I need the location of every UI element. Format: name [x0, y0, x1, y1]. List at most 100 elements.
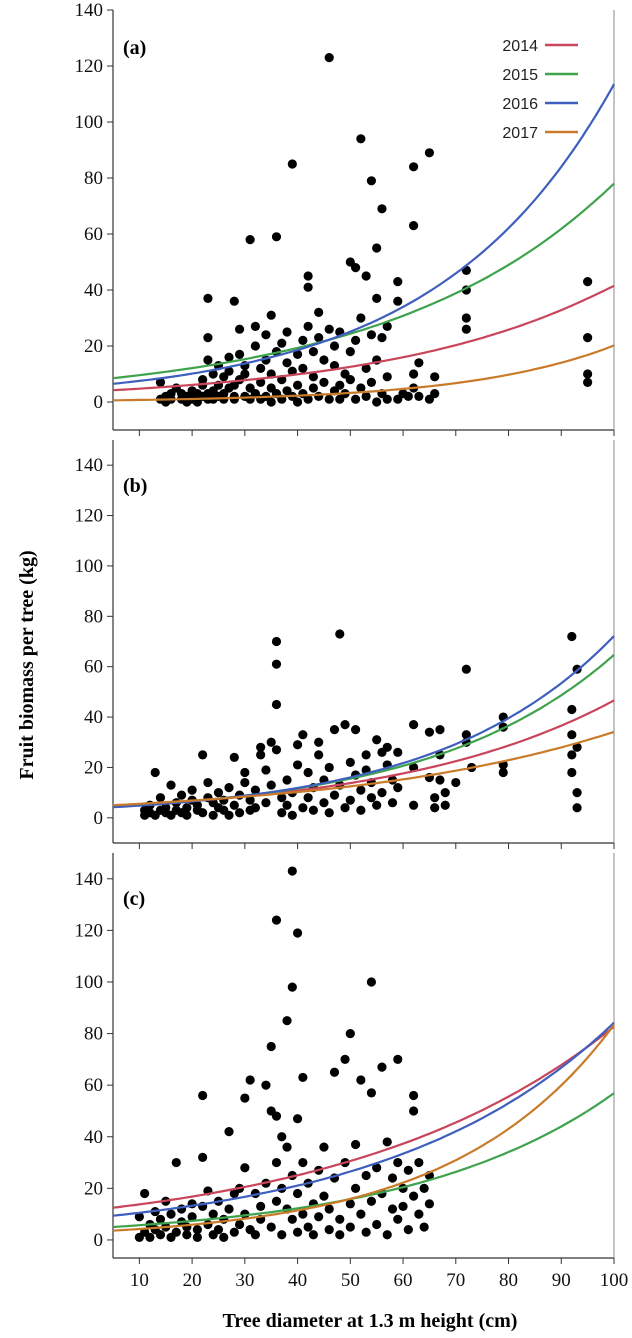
data-point [198, 1152, 208, 1162]
data-point [256, 1201, 266, 1212]
data-point [372, 397, 382, 407]
data-point [329, 725, 340, 735]
data-point [155, 793, 166, 803]
data-point [583, 277, 593, 287]
data-point [303, 767, 313, 778]
data-point [366, 793, 377, 803]
legend-label-2017: 2017 [502, 125, 538, 142]
data-point [461, 313, 471, 323]
y-tick-label: 60 [84, 1075, 103, 1096]
panel-label: (c) [123, 888, 145, 910]
data-point [234, 349, 245, 359]
data-point [345, 375, 355, 385]
data-point [303, 282, 313, 292]
data-point [350, 335, 361, 345]
data-point [303, 394, 313, 404]
data-point [335, 629, 345, 639]
y-tick-label: 60 [84, 224, 103, 245]
data-point [261, 798, 271, 808]
data-point [382, 742, 392, 752]
data-point [271, 1157, 282, 1168]
data-point [277, 1132, 287, 1142]
data-point [292, 1114, 303, 1124]
data-point [250, 785, 260, 795]
x-tick-label: 40 [288, 1270, 307, 1291]
data-point [282, 800, 292, 810]
y-tick-label: 0 [94, 808, 104, 829]
data-point [345, 795, 355, 805]
y-tick-label: 40 [84, 280, 103, 301]
panel-label: (b) [123, 475, 147, 497]
fit-line-2017 [112, 1024, 615, 1232]
data-point [567, 750, 577, 760]
data-point [366, 330, 377, 340]
data-point [292, 760, 303, 770]
fit-line-2014 [112, 1025, 615, 1209]
data-point [361, 391, 371, 401]
data-point [414, 1209, 424, 1219]
data-point [393, 1214, 403, 1224]
data-point [409, 221, 419, 231]
x-tick-label: 30 [235, 1270, 254, 1291]
x-tick-label: 60 [394, 1270, 413, 1291]
data-point [414, 358, 424, 368]
y-tick-label: 140 [75, 0, 104, 21]
data-point [198, 1090, 208, 1101]
legend-label-2015: 2015 [502, 67, 538, 84]
data-point [282, 1016, 292, 1026]
data-point [266, 1222, 276, 1232]
data-point [208, 369, 218, 379]
data-point [203, 777, 213, 788]
data-point [155, 1230, 166, 1240]
data-point [234, 324, 245, 334]
data-point [350, 1139, 361, 1150]
data-point [213, 788, 224, 798]
legend: 2014 2015 2016 2017 [502, 38, 578, 142]
data-point [314, 307, 324, 317]
data-point [245, 795, 255, 805]
data-point [403, 1165, 413, 1175]
data-point [350, 1183, 361, 1193]
data-point [292, 380, 303, 390]
data-point [382, 372, 392, 382]
data-point [345, 1222, 355, 1232]
data-point [171, 1157, 181, 1168]
y-tick-label: 80 [84, 1024, 103, 1045]
data-point [377, 204, 387, 214]
data-point [303, 321, 313, 331]
data-point [324, 53, 334, 63]
y-tick-label: 20 [84, 336, 103, 357]
data-point [382, 321, 392, 331]
data-point [240, 369, 250, 379]
data-point [287, 810, 297, 820]
data-point [324, 1204, 334, 1214]
fit-line-2017 [112, 730, 615, 807]
data-point [424, 727, 435, 737]
data-point [461, 664, 471, 674]
data-point [298, 1209, 308, 1219]
data-point [572, 788, 582, 798]
data-point [266, 737, 276, 747]
data-point [314, 391, 324, 401]
data-point [382, 394, 392, 404]
data-point [234, 1219, 245, 1230]
data-point [377, 788, 387, 798]
data-point [377, 1062, 387, 1072]
data-point [298, 730, 308, 740]
data-point [271, 232, 282, 242]
data-point [393, 296, 403, 306]
data-point [271, 915, 282, 925]
data-point [287, 159, 297, 169]
data-point [292, 740, 303, 750]
data-point [271, 1111, 282, 1121]
data-point [298, 1072, 308, 1083]
data-point [361, 271, 371, 281]
data-point [461, 324, 471, 334]
data-point [583, 369, 593, 379]
data-point [140, 1188, 150, 1199]
data-point [319, 1191, 329, 1201]
data-point [224, 352, 234, 362]
data-point [430, 803, 440, 813]
y-tick-label: 0 [94, 392, 104, 413]
